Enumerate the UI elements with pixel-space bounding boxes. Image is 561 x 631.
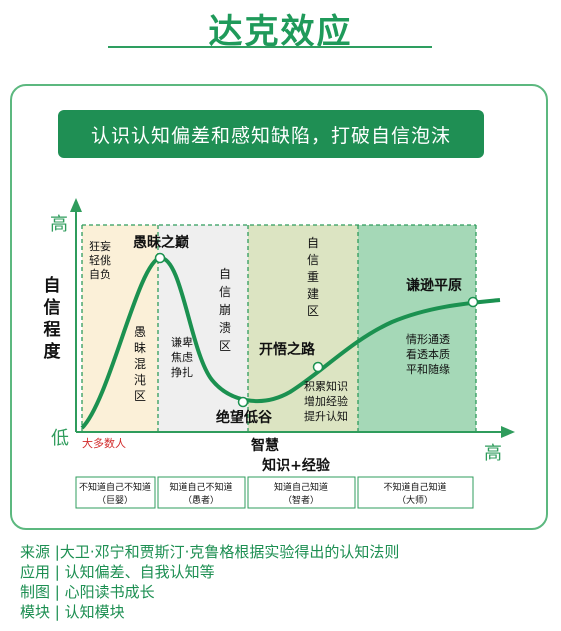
x-axis-label: 知识+经验 [262,457,331,474]
x-high-label: 高 [484,443,502,464]
y-axis-arrow [70,198,82,212]
zone-text: 自 [219,267,231,281]
zone-text: 崩 [219,303,231,317]
zone-text: 自 [307,236,319,250]
y-low-label: 低 [51,428,69,449]
y-high-label: 高 [50,214,68,235]
stage-box [75,476,156,509]
footer-source: 来源 |大卫·邓宁和贾斯汀·克鲁格根据实验得出的认知法则 [20,543,400,561]
x-axis-arrow [501,426,515,438]
peak-label: 愚昧之巅 [133,234,189,251]
confidence-curve [80,256,501,430]
stage-box [247,476,356,509]
zone-text: 愚 [134,325,146,339]
stage-name: （巨婴） [97,495,133,506]
zone-text: 狂妄 [89,239,111,253]
majority-label: 大多数人 [82,436,126,450]
stage-desc: 知道自己知道 [274,481,328,493]
stage-desc: 知道自己不知道 [169,481,232,493]
zone-text: 溃 [219,321,231,335]
zone-bg-ignorance [82,225,158,432]
footer-notes: 来源 |大卫·邓宁和贾斯汀·克鲁格根据实验得出的认知法则 应用 | 认知偏差、自… [20,542,399,622]
stage-box [357,476,474,509]
y-label-char: 程 [44,320,61,340]
zone-text: 增加经验 [304,394,348,408]
zone-bg-rebuild [248,225,358,432]
zone-text: 轻佻 [89,253,111,267]
footer-application: 应用 | 认知偏差、自我认知等 [20,563,215,581]
zone-text: 情形通透 [406,333,450,346]
banner: 认识认知偏差和感知缺陷，打破自信泡沫 [58,110,484,158]
zone-text: 重 [307,270,319,284]
stage-name: （愚者） [183,495,219,506]
zone-text: 区 [219,339,231,353]
y-label-char: 自 [44,275,61,296]
stage-desc: 不知道自己知道 [383,481,446,493]
plateau-label: 谦逊平原 [406,277,462,294]
y-label-char: 信 [44,297,61,318]
zone-text: 区 [307,304,319,318]
stage-name: （智者） [283,494,319,506]
zone-text: 看透本质 [406,347,450,361]
zone-bg-collapse [158,225,248,432]
zone-text: 谦卑 [171,335,193,349]
valley-point [237,396,249,408]
stage-box [157,476,246,509]
peak-point [154,252,166,264]
footer-author: 制图 | 心阳读书成长 [20,583,155,601]
zone-text: 平和随缘 [406,362,450,376]
wisdom-label: 智慧 [250,437,279,454]
slope-point [312,361,324,373]
y-label-char: 度 [44,341,62,362]
stage-desc: 不知道自己不知道 [79,481,151,493]
zone-text: 信 [219,285,231,299]
zone-text: 挣扎 [171,365,193,379]
plateau-point [467,296,479,308]
zone-text: 信 [307,253,319,267]
slope-label: 开悟之路 [259,341,316,358]
zone-text: 提升认知 [304,409,348,423]
zone-text: 混 [134,357,146,371]
footer-module: 模块 | 认知模块 [20,603,125,621]
valley-label: 绝望低谷 [216,409,273,426]
page-title: 达克效应 [208,12,353,52]
title-underline [108,46,432,48]
diagram-frame [10,84,548,530]
zone-text: 自负 [89,267,111,281]
zone-text: 区 [134,389,146,403]
zone-text: 积累知识 [304,379,348,393]
zone-text: 建 [307,287,319,301]
zone-text: 焦虑 [171,351,193,364]
stage-name: （大师） [397,494,433,506]
zone-text: 沌 [134,373,146,387]
zone-text: 昧 [134,341,146,355]
